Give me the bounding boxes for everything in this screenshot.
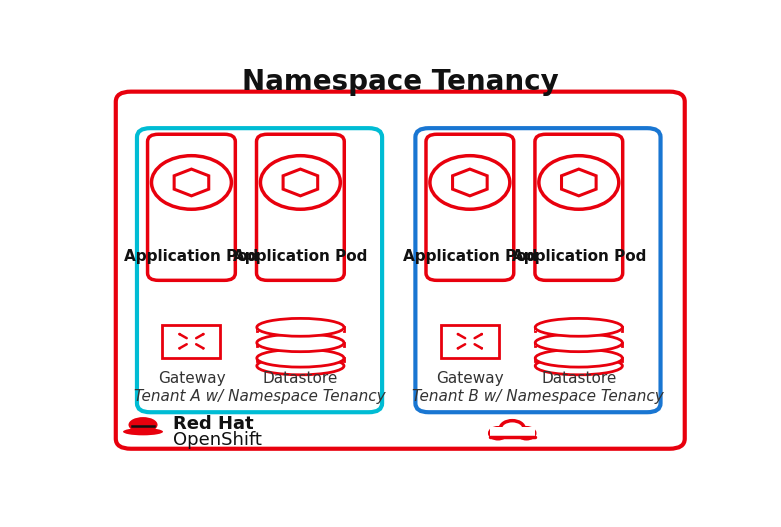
Bar bbox=[257, 327, 344, 330]
Circle shape bbox=[430, 155, 510, 209]
FancyBboxPatch shape bbox=[137, 128, 382, 412]
Ellipse shape bbox=[535, 349, 622, 367]
Text: Datastore: Datastore bbox=[541, 371, 616, 386]
Ellipse shape bbox=[535, 318, 622, 336]
FancyBboxPatch shape bbox=[148, 134, 235, 280]
Ellipse shape bbox=[257, 357, 344, 375]
FancyBboxPatch shape bbox=[440, 325, 499, 358]
Ellipse shape bbox=[129, 417, 158, 433]
Text: Gateway: Gateway bbox=[158, 371, 225, 386]
Polygon shape bbox=[562, 169, 596, 196]
Text: Namespace Tenancy: Namespace Tenancy bbox=[242, 67, 558, 95]
Text: Tenant A w/ Namespace Tenancy: Tenant A w/ Namespace Tenancy bbox=[134, 389, 385, 404]
Circle shape bbox=[490, 428, 506, 439]
Text: Application Pod: Application Pod bbox=[403, 249, 537, 265]
Text: Application Pod: Application Pod bbox=[234, 249, 368, 265]
Polygon shape bbox=[283, 169, 318, 196]
Text: Datastore: Datastore bbox=[262, 371, 338, 386]
FancyBboxPatch shape bbox=[162, 325, 220, 358]
Text: Red Hat: Red Hat bbox=[173, 415, 254, 433]
FancyBboxPatch shape bbox=[256, 134, 344, 280]
Circle shape bbox=[519, 428, 535, 439]
Bar bbox=[535, 327, 622, 330]
Text: Tenant B w/ Namespace Tenancy: Tenant B w/ Namespace Tenancy bbox=[412, 389, 664, 404]
Text: Application Pod: Application Pod bbox=[124, 249, 259, 265]
Ellipse shape bbox=[257, 349, 344, 367]
FancyBboxPatch shape bbox=[116, 92, 685, 448]
Bar bbox=[257, 358, 344, 362]
Text: Gateway: Gateway bbox=[436, 371, 504, 386]
Ellipse shape bbox=[123, 428, 163, 435]
Polygon shape bbox=[174, 169, 209, 196]
Circle shape bbox=[152, 155, 231, 209]
FancyBboxPatch shape bbox=[426, 134, 514, 280]
FancyBboxPatch shape bbox=[490, 427, 535, 437]
FancyBboxPatch shape bbox=[535, 134, 622, 280]
Bar bbox=[535, 343, 622, 346]
Text: Application Pod: Application Pod bbox=[512, 249, 646, 265]
Circle shape bbox=[260, 155, 341, 209]
Ellipse shape bbox=[257, 318, 344, 336]
Bar bbox=[535, 358, 622, 362]
Ellipse shape bbox=[535, 334, 622, 352]
Circle shape bbox=[500, 421, 524, 437]
Ellipse shape bbox=[535, 357, 622, 375]
Circle shape bbox=[539, 155, 619, 209]
Ellipse shape bbox=[257, 334, 344, 352]
Polygon shape bbox=[452, 169, 487, 196]
Text: OpenShift: OpenShift bbox=[173, 431, 262, 449]
FancyBboxPatch shape bbox=[415, 128, 661, 412]
Bar bbox=[257, 343, 344, 346]
